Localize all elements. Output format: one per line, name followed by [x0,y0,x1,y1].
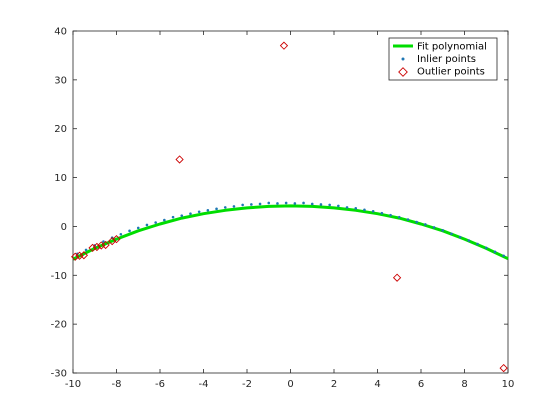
outlier-point [88,243,97,253]
outlier-point [71,252,80,261]
inlier-point [380,211,384,215]
outlier-point [175,155,184,164]
inlier-point [328,203,331,207]
inlier-point [432,226,436,229]
legend-outlier-swatch [398,67,408,77]
outlier-point [92,242,102,252]
inlier-point [232,205,236,208]
outlier-point [79,251,89,260]
inlier-point [363,208,366,212]
y-tick-label: 20 [54,124,67,135]
inlier-point [154,221,157,224]
inlier-point [424,223,427,226]
inlier-point [389,213,392,217]
x-tick-label: -4 [199,379,209,390]
inlier-point [215,207,218,211]
inlier-point [458,235,462,239]
x-tick-label: 6 [418,379,424,390]
y-tick-label: -30 [51,369,67,380]
outlier-point [499,363,508,373]
inlier-point [415,220,418,224]
inlier-point [476,242,479,246]
inlier-point [284,201,288,205]
inlier-point [302,201,305,205]
inlier-point [467,239,471,242]
inlier-point [276,202,279,205]
inlier-point [406,218,410,221]
inlier-point [189,212,192,216]
inlier-point [145,223,149,227]
x-tick-label: -6 [155,379,165,390]
outlier-point [112,234,121,244]
fit-polynomial-line [72,204,509,261]
outlier-point [75,251,84,260]
legend-outlier-label: Outlier points [417,67,485,78]
inlier-point [206,209,210,212]
outlier-point [108,236,117,246]
inlier-point [293,202,297,205]
inlier-point [163,218,166,222]
outlier-layer [71,41,508,373]
inlier-point [502,254,505,258]
inlier-point [397,215,401,219]
outlier-point [101,240,110,250]
inlier-point [102,240,105,243]
outlier-point [97,241,106,250]
legend-inlier-label: Inlier points [417,54,476,65]
inlier-point [371,209,375,213]
inlier-point [441,229,445,232]
x-tick-label: 0 [287,379,293,390]
inlier-point [484,246,488,250]
inlier-point [250,203,253,206]
inlier-point [171,215,175,219]
x-tick-label: -8 [112,379,122,390]
outlier-point [392,273,402,282]
fit-layer [72,204,509,261]
y-tick-label: 10 [54,173,67,184]
x-tick-label: -2 [242,379,252,390]
y-tick-label: 30 [54,75,67,86]
inlier-point [84,248,88,252]
x-tick-label: 4 [374,379,380,390]
inlier-point [267,201,271,205]
x-tick-label: -10 [65,379,81,390]
y-tick-label: -20 [51,320,67,331]
x-tick-label: 2 [331,379,337,390]
inlier-point [450,232,453,236]
inlier-point [136,226,140,230]
inlier-point [354,207,358,210]
inlier-point [337,204,340,208]
y-tick-label: -10 [51,271,67,282]
inlier-point [128,229,131,233]
inlier-point [258,202,262,206]
outlier-point [279,41,289,50]
legend-inlier-swatch [401,57,405,61]
inlier-point [119,232,123,236]
inlier-point [319,203,323,206]
y-tick-label: 0 [61,222,67,233]
inlier-point [241,203,244,207]
inlier-point [180,214,184,217]
legend: Fit polynomial Inlier points Outlier poi… [388,37,498,81]
inlier-point [310,202,314,206]
legend-fit-label: Fit polynomial [417,42,487,53]
x-tick-label: 10 [502,379,515,390]
y-tick-label: 40 [54,27,67,38]
inlier-layer [76,201,505,258]
inlier-point [223,206,227,209]
inlier-point [197,210,201,214]
inlier-point [345,206,349,209]
x-tick-label: 8 [461,379,467,390]
inlier-point [493,250,497,254]
